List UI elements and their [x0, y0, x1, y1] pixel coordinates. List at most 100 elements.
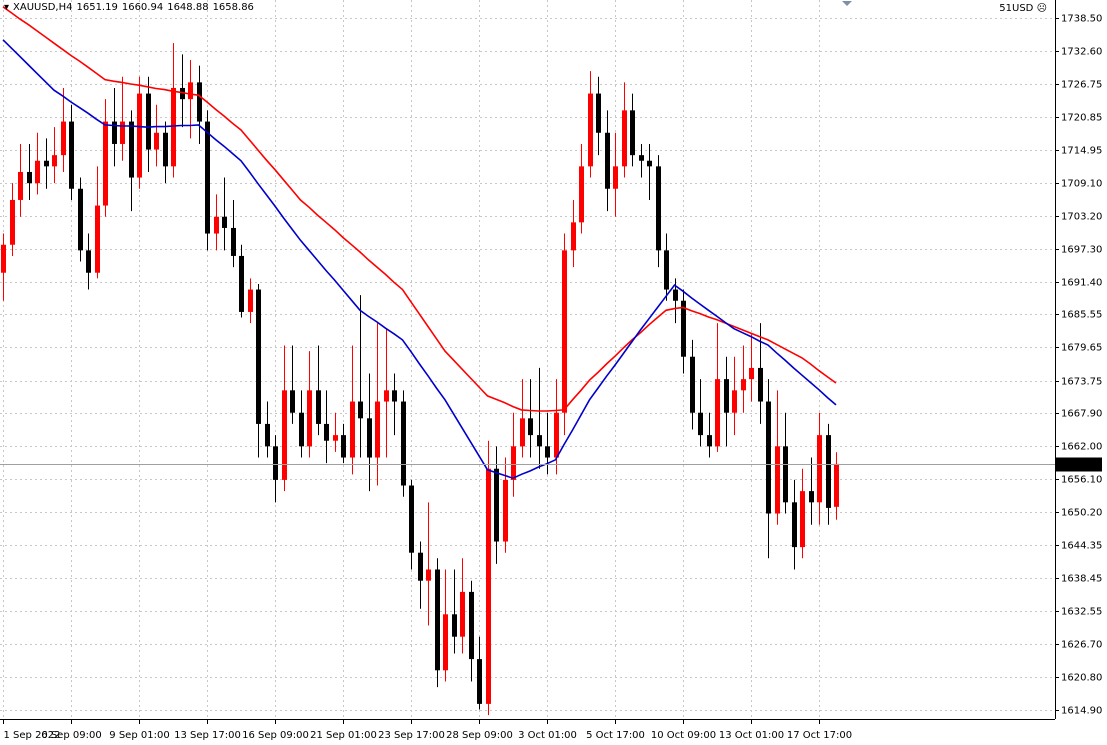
last-low: 1648.88 — [167, 2, 209, 13]
candle-body — [154, 132, 159, 150]
candle-body — [426, 569, 431, 581]
candle-body — [18, 171, 23, 200]
candle-body — [418, 552, 423, 581]
y-tick-label: 1667.90 — [1061, 409, 1102, 420]
x-tick-label: 28 Sep 09:00 — [446, 730, 513, 741]
candle-body — [783, 446, 788, 503]
x-tick-label: 1 Sep 2022 — [4, 730, 61, 741]
candle-body — [715, 379, 720, 447]
x-tick-label: 5 Oct 17:00 — [586, 730, 645, 741]
candle-body — [613, 166, 618, 189]
x-tick-label: 3 Oct 01:00 — [518, 730, 577, 741]
scroll-marker[interactable] — [842, 1, 852, 6]
candle-body — [384, 390, 389, 402]
current-price-label: 1658.86 — [1061, 460, 1102, 471]
candle-body — [375, 401, 380, 458]
y-tick-label: 1685.55 — [1061, 310, 1102, 321]
candle-body — [103, 121, 108, 206]
candle-body — [180, 87, 185, 100]
candle-body — [239, 255, 244, 312]
candle-body — [214, 216, 219, 234]
candle-body — [69, 121, 74, 189]
candle-body — [647, 160, 652, 167]
candle-body — [622, 110, 627, 167]
y-tick-label: 1632.55 — [1061, 607, 1102, 618]
candle-body — [673, 289, 678, 301]
candle-body — [137, 93, 142, 178]
x-tick-label: 17 Oct 17:00 — [787, 730, 852, 741]
candle-body — [35, 160, 40, 184]
candle-body — [775, 446, 780, 514]
candle-body — [605, 132, 610, 189]
candle-body — [290, 390, 295, 413]
x-tick-label: 10 Oct 09:00 — [651, 730, 716, 741]
current-price-box — [1056, 457, 1102, 472]
x-tick-label: 21 Sep 01:00 — [310, 730, 377, 741]
candle-body — [188, 82, 193, 100]
candle-body — [528, 418, 533, 436]
account-label[interactable]: 51USD ☹ — [999, 3, 1047, 14]
candle-body — [316, 390, 321, 424]
last-high: 1660.94 — [121, 2, 164, 13]
candle-body — [486, 468, 491, 704]
candle-body — [324, 423, 329, 441]
candle-body — [341, 435, 346, 458]
candle-body — [724, 379, 729, 413]
y-tick-label: 1726.75 — [1061, 80, 1102, 91]
candle-body — [741, 379, 746, 391]
candle-body — [826, 435, 831, 508]
candle-body — [401, 401, 406, 486]
candle-body — [120, 121, 125, 144]
y-tick-label: 1638.45 — [1061, 574, 1102, 585]
candle-body — [562, 250, 567, 413]
y-tick-label: 1614.90 — [1061, 706, 1102, 717]
account: 51USD — [999, 3, 1034, 14]
y-tick-label: 1720.85 — [1061, 113, 1102, 124]
candle-body — [129, 121, 134, 178]
candle-body — [520, 418, 525, 447]
candle-body — [282, 390, 287, 480]
y-tick-label: 1703.20 — [1061, 212, 1102, 223]
candle-body — [435, 569, 440, 671]
candle-body — [222, 216, 227, 228]
candle-body — [545, 446, 550, 458]
candle-body — [698, 412, 703, 436]
candle-body — [333, 435, 338, 441]
x-tick-label: 23 Sep 17:00 — [378, 730, 445, 741]
menu-arrow[interactable]: ▾ — [4, 2, 10, 13]
x-tick-label: 9 Sep 01:00 — [109, 730, 169, 741]
candle-body — [307, 390, 312, 447]
candle-body — [630, 110, 635, 156]
x-tick-label: 16 Sep 09:00 — [242, 730, 309, 741]
candle-body — [707, 435, 712, 447]
x-tick-label: 13 Sep 17:00 — [174, 730, 241, 741]
candle-body — [766, 401, 771, 514]
candle-body — [809, 491, 814, 503]
axes: 1738.50 1732.60 1726.75 1720.85 1714.95 1709.… — [3, 14, 1102, 741]
last-close: 1658.86 — [212, 2, 254, 13]
x-tick-label: 6 Sep 09:00 — [41, 730, 101, 741]
candle-body — [460, 591, 465, 637]
y-tick-label: 1650.20 — [1061, 508, 1102, 519]
candle-body — [503, 479, 508, 542]
candle-body — [452, 614, 457, 637]
y-tick-label: 1691.40 — [1061, 278, 1102, 289]
candle-body — [78, 188, 83, 251]
candle-body — [469, 591, 474, 660]
candle-body — [358, 401, 363, 419]
candle-body — [443, 614, 448, 671]
candle-body — [732, 390, 737, 413]
candle-body — [656, 166, 661, 251]
y-tick-label: 1732.60 — [1061, 47, 1102, 58]
y-tick-label: 1697.30 — [1061, 245, 1102, 256]
candle-body — [27, 171, 32, 184]
candle-body — [494, 468, 499, 542]
candle-body — [579, 166, 584, 223]
candle-body — [273, 446, 278, 480]
plot — [0, 6, 1055, 716]
candle-body — [511, 446, 516, 480]
y-tick-label: 1738.50 — [1061, 14, 1102, 25]
candle-body — [61, 121, 66, 156]
